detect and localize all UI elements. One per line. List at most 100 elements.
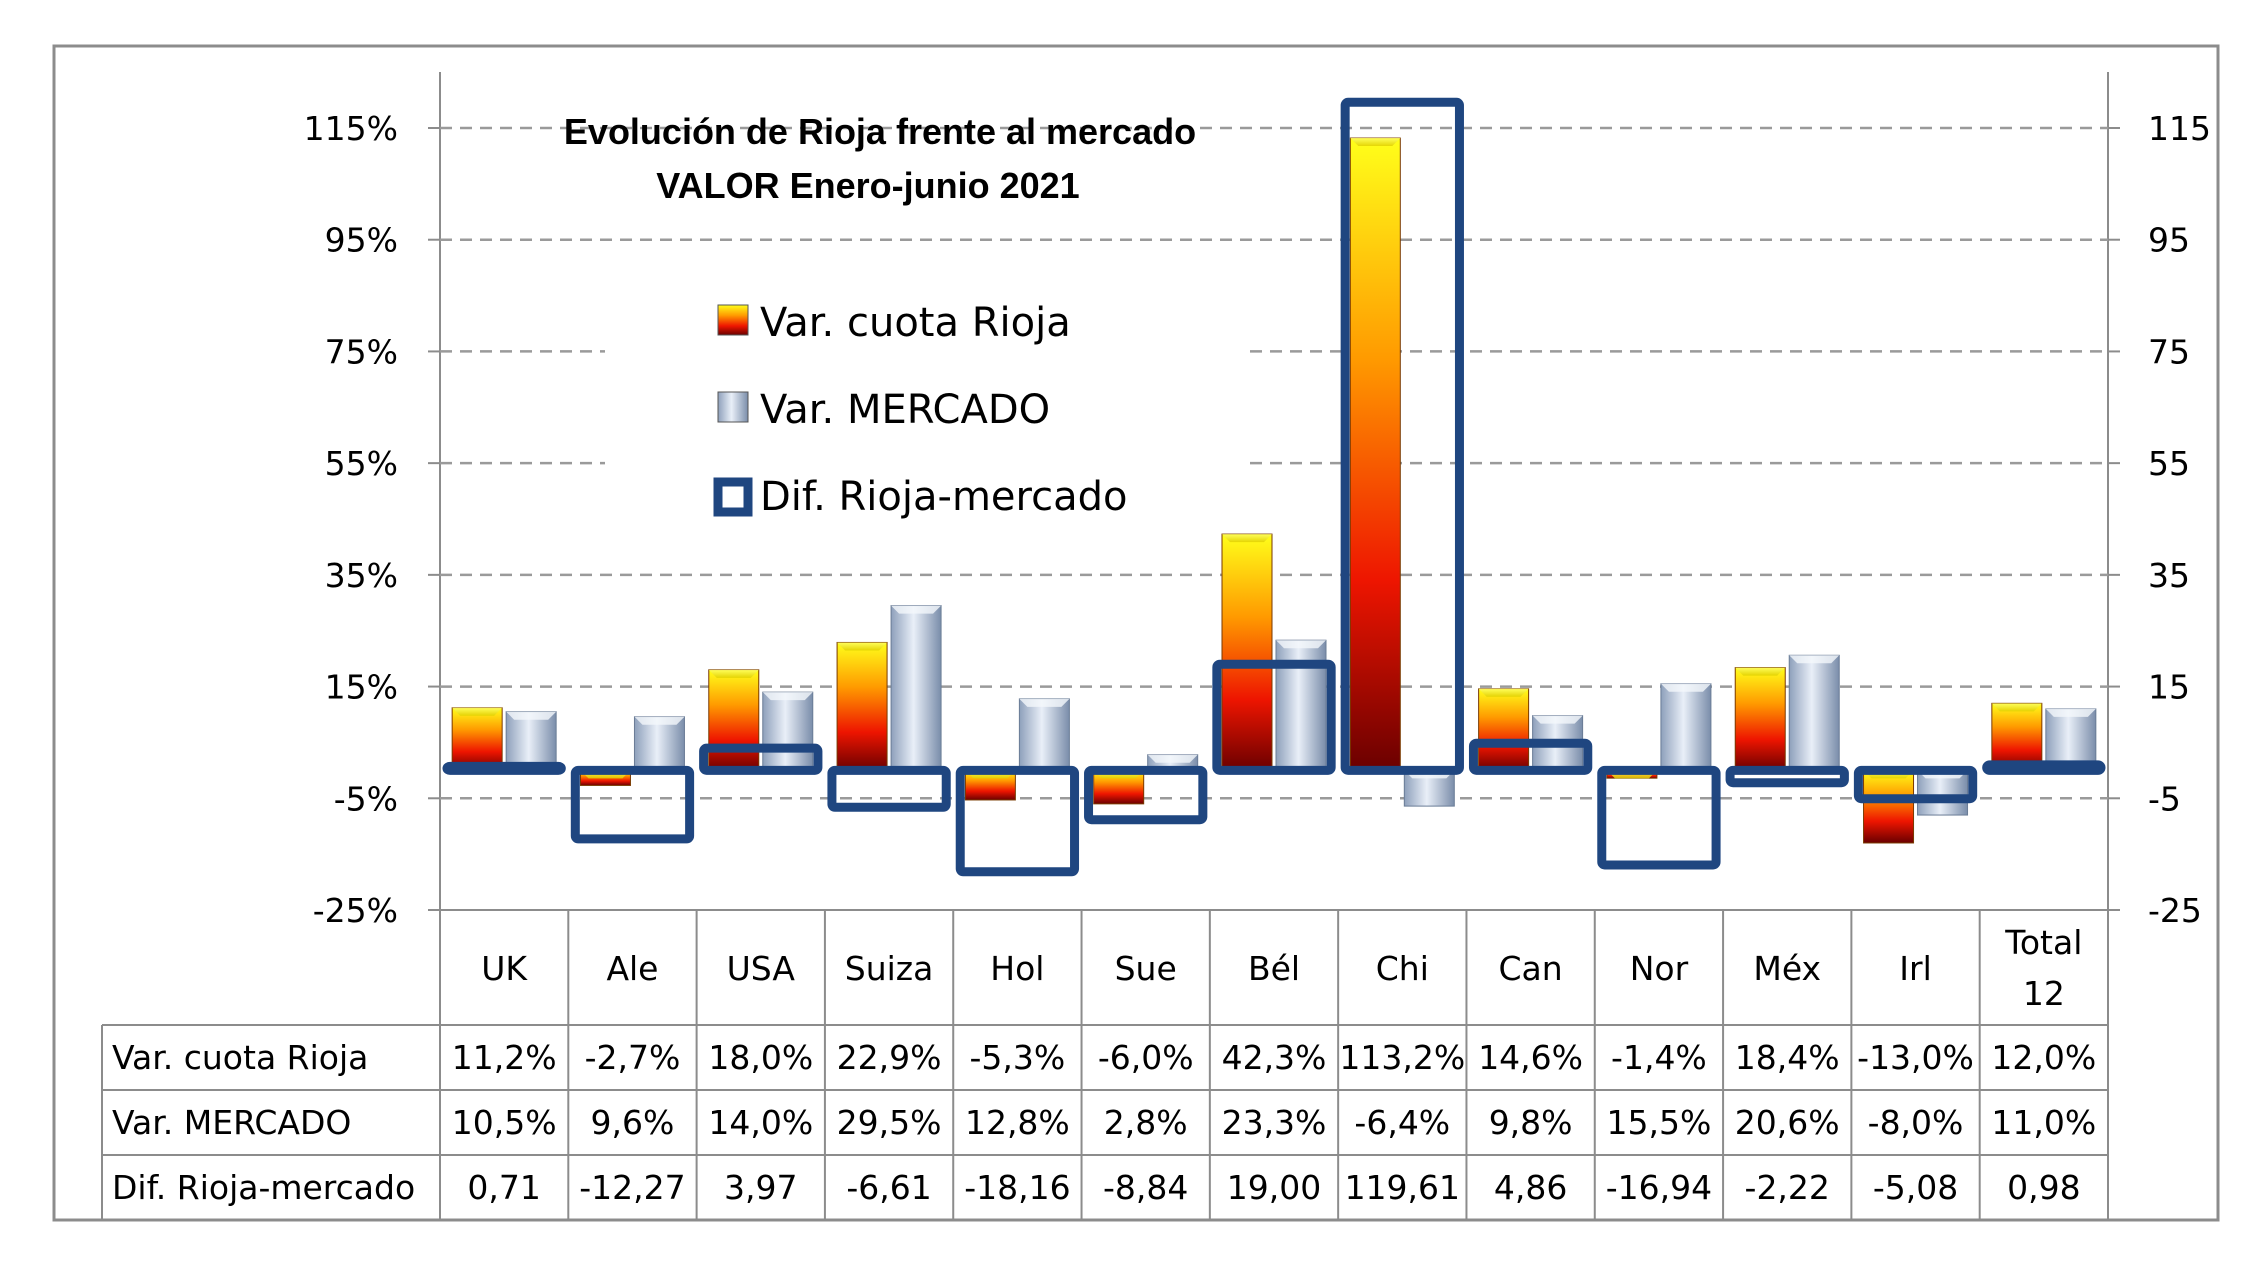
bar-mercado (1660, 683, 1712, 771)
bars (442, 97, 2106, 877)
table-row-label: Var. MERCADO (112, 1103, 351, 1142)
bar-mercado-bevel (1532, 715, 1583, 724)
y-tick-label-right: 75 (2148, 332, 2190, 371)
bar-mercado-bevel (891, 605, 942, 614)
y-tick-label-right: 115 (2148, 109, 2211, 148)
bar-mercado-bevel (634, 716, 685, 725)
table-cell: 119,61 (1345, 1168, 1460, 1207)
table-cell: 11,0% (1991, 1103, 2096, 1142)
table-cell: 23,3% (1222, 1103, 1327, 1142)
table-cell: -5,08 (1873, 1168, 1958, 1207)
legend-swatch-rioja (717, 304, 749, 336)
bar-dif (1725, 765, 1849, 788)
bar-rioja (708, 669, 760, 771)
table-cell: -13,0% (1857, 1038, 1974, 1077)
y-tick-label-right: 55 (2148, 444, 2190, 483)
table-cell: 10,5% (452, 1103, 557, 1142)
bar-mercado (1788, 654, 1840, 771)
table-cell: 14,6% (1478, 1038, 1583, 1077)
y-tick-label-left: -25% (313, 891, 398, 930)
bar-rioja-bevel (708, 669, 759, 678)
legend-swatch-mercado (717, 391, 749, 423)
category-label: Méx (1753, 949, 1821, 988)
bar-dif (1982, 760, 2106, 775)
bar-rioja-bevel (1350, 138, 1401, 147)
bar-dif (827, 765, 951, 812)
table-cell: -18,16 (964, 1168, 1070, 1207)
chart-title: Evolución de Rioja frente al mercado (564, 111, 1196, 152)
table-cell: -6,4% (1354, 1103, 1450, 1142)
bar-mercado-bevel (1660, 683, 1711, 692)
table-cell: 18,4% (1735, 1038, 1840, 1077)
table-cell: 42,3% (1222, 1038, 1327, 1077)
table-cell: -6,61 (846, 1168, 931, 1207)
y-axis-right: 115 95 75 55 35 15 -5 -25 (2148, 109, 2211, 930)
y-tick-label-right: -5 (2148, 779, 2181, 818)
category-label: USA (727, 949, 796, 988)
bar-dif (955, 765, 1080, 877)
bar-mercado-bevel (762, 692, 813, 701)
bar-mercado-bevel (2045, 708, 2096, 717)
table-cell: -5,3% (970, 1038, 1066, 1077)
table-cell: 12,8% (965, 1103, 1070, 1142)
legend: Var. cuota Rioja Var. MERCADO Dif. Rioja… (713, 300, 1127, 520)
bar-rioja (1991, 702, 2043, 771)
bar-dif (570, 765, 695, 844)
y-tick-label-left: 75% (325, 332, 398, 371)
bar-rioja (1478, 688, 1530, 771)
table-row-label: Dif. Rioja-mercado (112, 1168, 415, 1207)
y-tick-label-left: 95% (325, 221, 398, 260)
bar-dif (1468, 738, 1593, 775)
bar-mercado-bevel (1789, 655, 1840, 664)
legend-label-mercado: Var. MERCADO (760, 387, 1050, 433)
category-label: Total (2004, 923, 2082, 962)
bar-mercado (633, 716, 685, 771)
table-cell: -2,22 (1745, 1168, 1830, 1207)
y-tick-label-right: 95 (2148, 221, 2190, 260)
table-row-label: Var. cuota Rioja (112, 1038, 368, 1077)
bar-rioja-bevel (837, 642, 888, 651)
legend-swatch-dif (713, 477, 753, 517)
table-cell: -1,4% (1611, 1038, 1707, 1077)
legend-label-dif: Dif. Rioja-mercado (760, 474, 1127, 520)
chart-subtitle: VALOR Enero-junio 2021 (656, 165, 1079, 206)
bar-rioja (451, 707, 503, 771)
category-label: Sue (1115, 949, 1177, 988)
table-cell: 9,6% (591, 1103, 675, 1142)
table-cell: 0,71 (467, 1168, 540, 1207)
bar-rioja-bevel (1478, 688, 1529, 697)
bar-mercado-bevel (1147, 754, 1198, 763)
legend-label-rioja: Var. cuota Rioja (760, 300, 1071, 346)
bar-rioja (1349, 137, 1401, 771)
bar-mercado (890, 605, 942, 771)
bar-mercado (505, 711, 557, 771)
table-cell: 18,0% (708, 1038, 813, 1077)
bar-mercado-bevel (1276, 640, 1326, 649)
bar-mercado-bevel (1019, 698, 1070, 707)
table-cell: 3,97 (724, 1168, 797, 1207)
category-label: Ale (606, 949, 658, 988)
bar-rioja-bevel (452, 707, 503, 716)
bar-dif (1597, 765, 1721, 870)
table-cell: 19,00 (1227, 1168, 1321, 1207)
category-label: Suiza (845, 949, 934, 988)
bar-dif (1212, 659, 1336, 775)
bar-mercado-bevel (506, 711, 557, 720)
y-axis-left: 115% 95% 75% 55% 35% 15% -5% -25% (304, 109, 398, 930)
bar-rioja-bevel (1222, 534, 1272, 543)
table-cell: 20,6% (1735, 1103, 1840, 1142)
category-label: UK (481, 949, 528, 988)
table-cell: 29,5% (837, 1103, 942, 1142)
y-tick-label-right: 15 (2148, 668, 2190, 707)
table-cell: 113,2% (1339, 1038, 1465, 1077)
category-label: Nor (1630, 949, 1689, 988)
bar-rioja (1221, 533, 1273, 771)
table-cell: 11,2% (452, 1038, 557, 1077)
bar-dif (699, 743, 823, 775)
category-label: Hol (990, 949, 1044, 988)
bar-rioja-bevel (1735, 667, 1786, 676)
bar-rioja (1734, 667, 1786, 771)
category-label: Can (1499, 949, 1563, 988)
table-cell: -12,27 (579, 1168, 685, 1207)
